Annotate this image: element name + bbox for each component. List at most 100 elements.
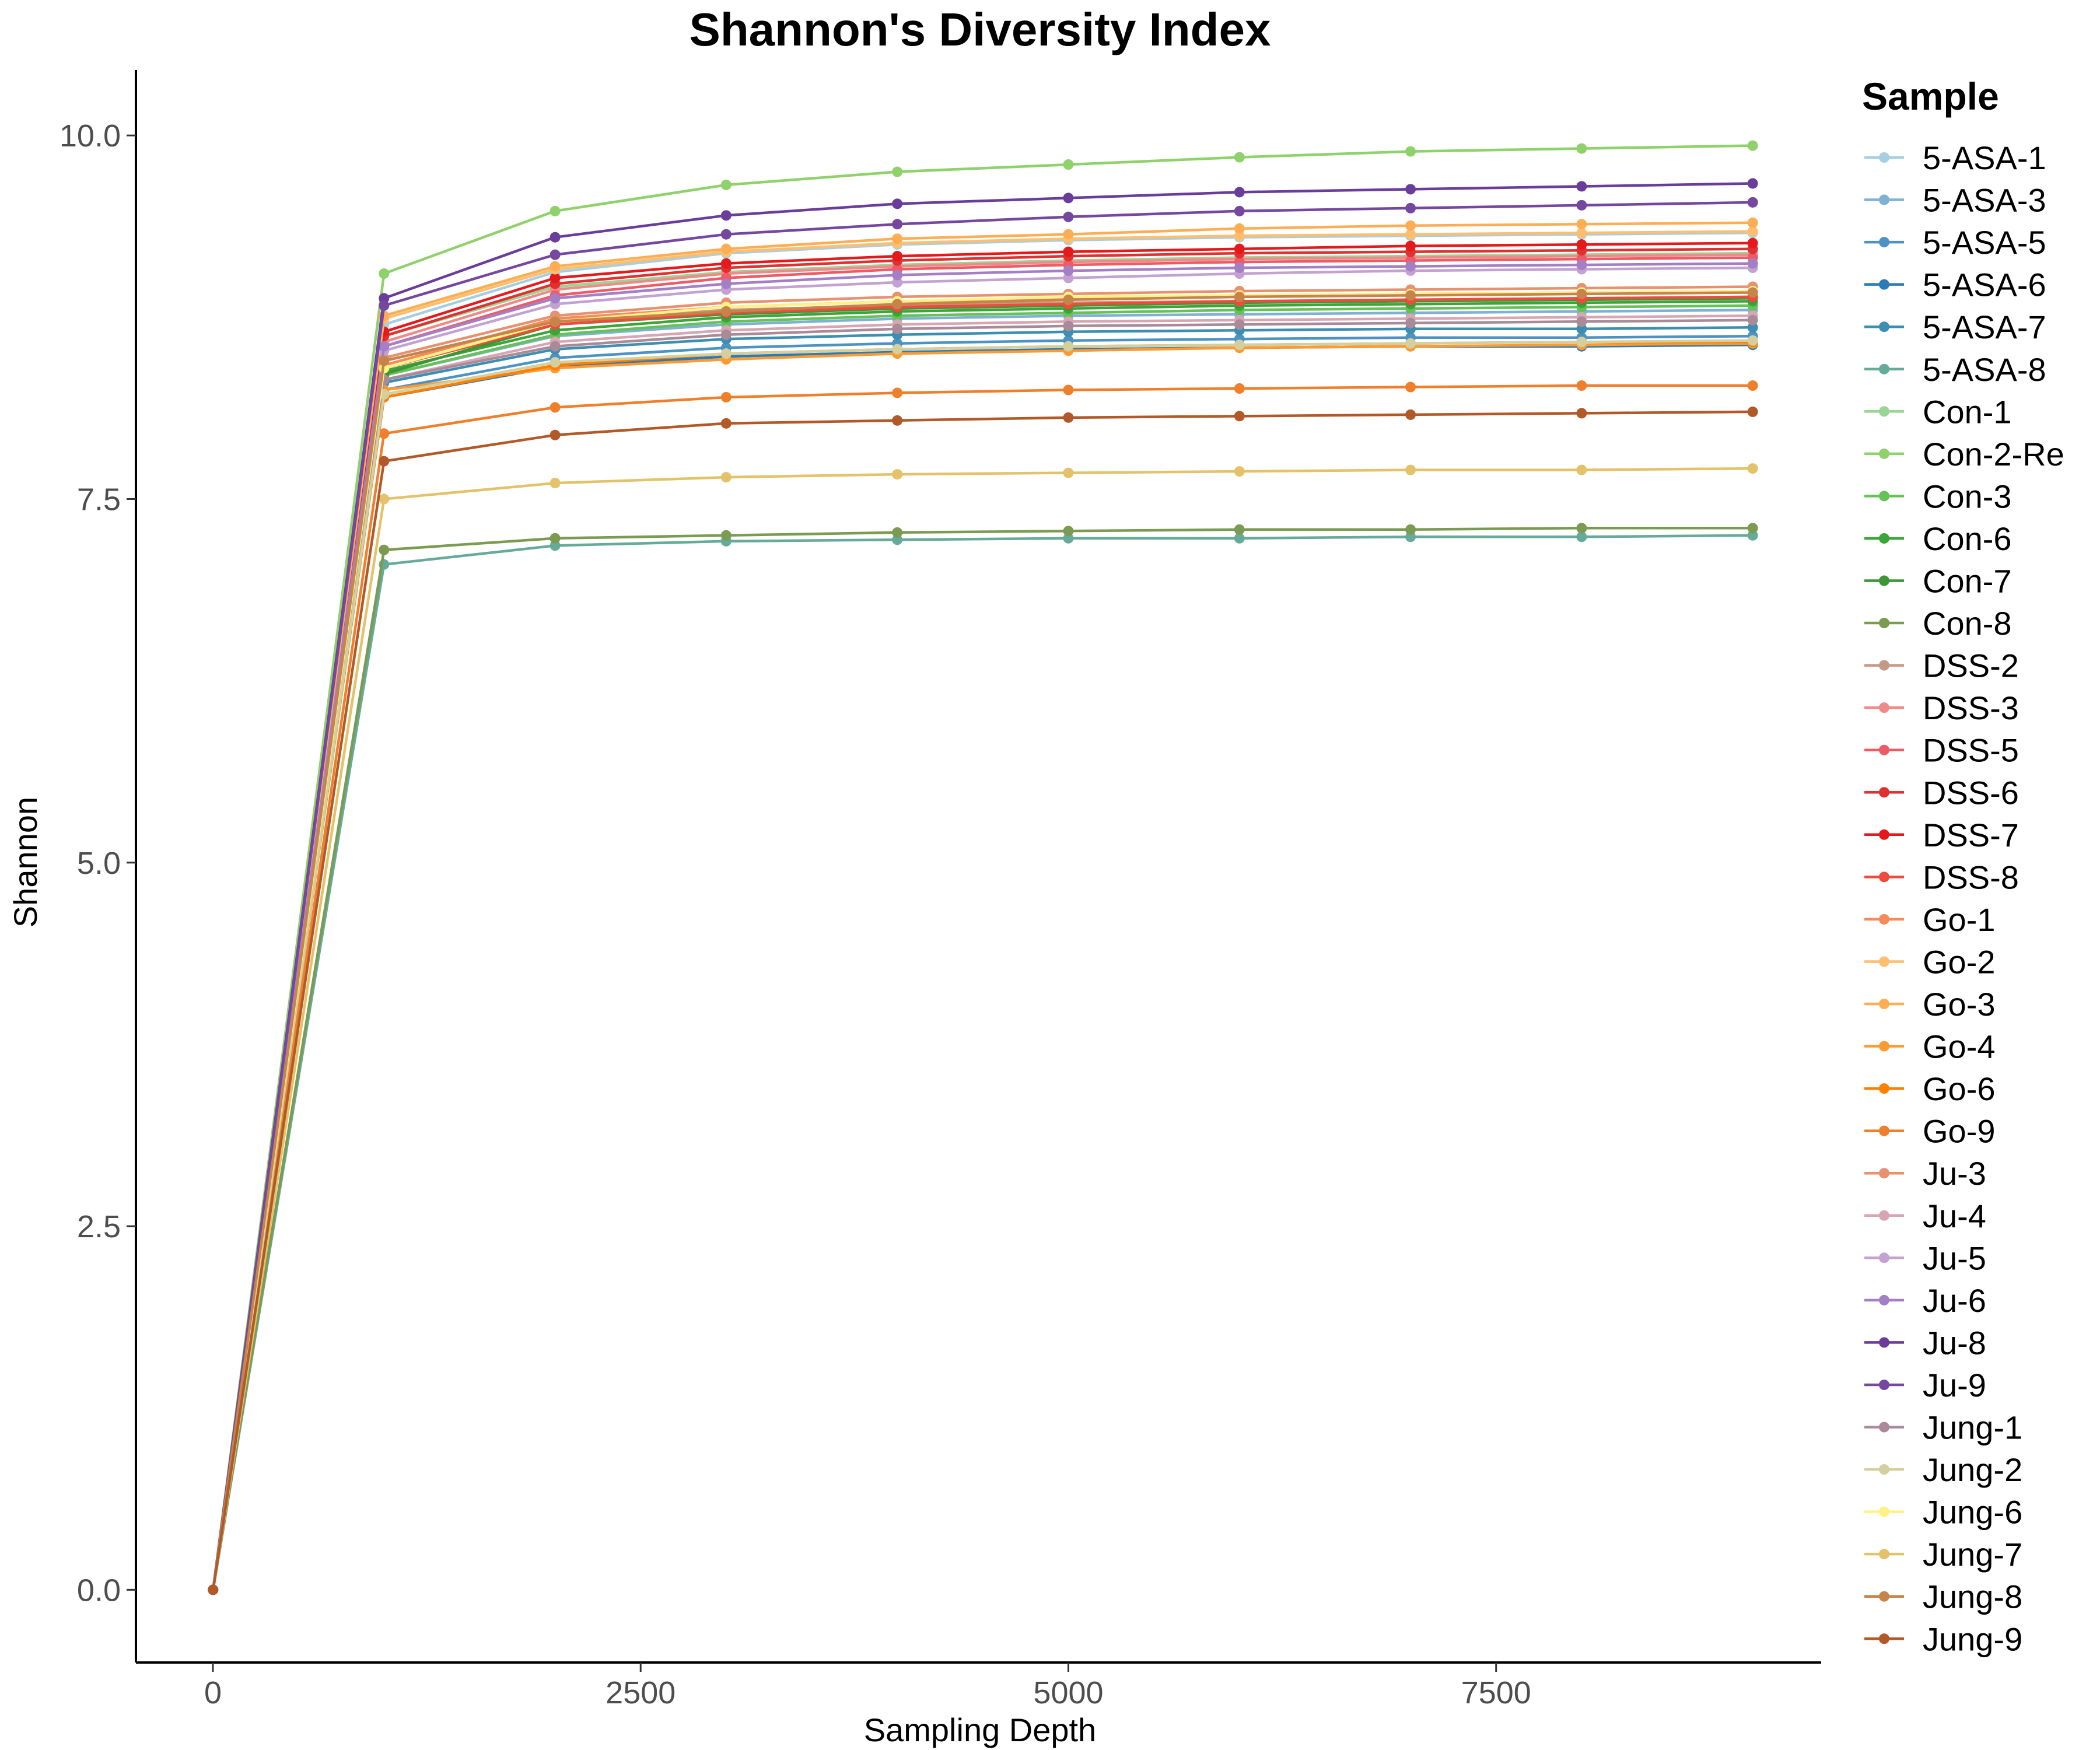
data-point — [1747, 226, 1758, 237]
legend-key-point — [1879, 575, 1889, 586]
legend-label: Jung-2 — [1923, 1451, 2022, 1488]
legend-item: 5-ASA-6 — [1864, 267, 2046, 303]
legend-item: DSS-7 — [1864, 817, 2019, 853]
data-point — [1747, 237, 1758, 249]
series-line — [212, 289, 1753, 1590]
series-line — [212, 410, 1753, 1590]
data-point — [550, 205, 561, 216]
data-point — [892, 270, 903, 281]
legend-label: Con-1 — [1923, 393, 2012, 430]
data-point — [550, 261, 561, 272]
data-point — [1747, 314, 1758, 326]
legend-item: Go-3 — [1864, 986, 1996, 1023]
series-line — [212, 318, 1753, 1590]
legend-key-point — [1879, 744, 1889, 755]
data-point — [892, 323, 903, 334]
legend-label: Ju-8 — [1923, 1324, 1986, 1361]
series-line — [212, 231, 1753, 1590]
data-point — [1063, 294, 1074, 305]
y-tick-label: 7.5 — [77, 482, 121, 517]
data-point — [1576, 337, 1587, 348]
legend-label: DSS-8 — [1923, 859, 2019, 895]
data-point — [379, 300, 390, 311]
data-point — [550, 402, 561, 413]
series-line — [212, 304, 1753, 1590]
series-line — [212, 253, 1753, 1590]
legend-label: Go-4 — [1923, 1028, 1996, 1065]
series-line — [212, 285, 1753, 1590]
series-line — [212, 266, 1753, 1590]
legend-label: 5-ASA-5 — [1923, 224, 2046, 261]
legend-item: Con-1 — [1864, 393, 2012, 430]
legend-label: DSS-7 — [1923, 817, 2019, 853]
series-line — [212, 300, 1753, 1590]
data-point — [1063, 211, 1074, 222]
data-point — [1576, 200, 1587, 211]
series-line — [212, 295, 1753, 1590]
legend-key-point — [1879, 1464, 1889, 1475]
legend-label: Con-3 — [1923, 478, 2012, 514]
data-point — [1063, 412, 1074, 423]
data-point — [1405, 524, 1416, 535]
data-point — [1405, 184, 1416, 195]
series-line — [212, 467, 1753, 1590]
data-point — [1063, 229, 1074, 240]
legend-key-point — [1879, 448, 1889, 459]
data-point — [550, 533, 561, 544]
data-point — [550, 478, 561, 489]
legend-label: DSS-2 — [1923, 648, 2019, 684]
series-line — [212, 242, 1753, 1590]
legend-item: Jung-6 — [1864, 1494, 2022, 1531]
legend-key-point — [1879, 702, 1889, 713]
series-Go-9 — [208, 380, 1758, 1595]
legend-label: Ju-4 — [1923, 1198, 1986, 1234]
data-point — [550, 316, 561, 327]
data-point — [720, 179, 732, 190]
legend-key-point — [1879, 1125, 1889, 1136]
series-line — [212, 221, 1753, 1590]
data-point — [1234, 223, 1245, 234]
legend-key-point — [1879, 1210, 1889, 1221]
legend-item: 5-ASA-7 — [1864, 309, 2046, 345]
legend-key-point — [1879, 1168, 1889, 1179]
data-point — [208, 1584, 219, 1595]
legend-item: Go-1 — [1864, 901, 1996, 938]
series-Go-3 — [208, 217, 1758, 1595]
data-point — [550, 540, 561, 551]
data-point — [550, 357, 561, 368]
data-point — [1747, 217, 1758, 228]
series-Ju-9 — [208, 197, 1758, 1595]
data-point — [1405, 229, 1416, 240]
data-point — [892, 233, 903, 244]
legend-item: 5-ASA-8 — [1864, 351, 2046, 388]
legend-label: 5-ASA-3 — [1923, 182, 2046, 219]
legend-label: Ju-6 — [1923, 1282, 1986, 1319]
data-point — [1234, 230, 1245, 242]
data-point — [892, 166, 903, 177]
data-point — [1576, 239, 1587, 250]
legend-key-point — [1879, 237, 1889, 248]
data-point — [720, 229, 732, 240]
legend-label: Con-2-Re — [1923, 436, 2064, 473]
data-point — [1234, 533, 1245, 544]
data-point — [1747, 178, 1758, 189]
data-point — [892, 277, 903, 288]
data-point — [550, 341, 561, 352]
legend-key-point — [1879, 152, 1889, 163]
legend-item: Ju-3 — [1864, 1155, 1986, 1192]
data-point — [720, 472, 732, 483]
data-point — [1747, 523, 1758, 534]
y-tick-label: 0.0 — [77, 1573, 121, 1608]
legend-label: Con-7 — [1923, 563, 2012, 600]
series-Jung-9 — [208, 406, 1758, 1595]
data-point — [1234, 187, 1245, 198]
legend-key-point — [1879, 999, 1889, 1009]
legend-item: Con-2-Re — [1864, 436, 2064, 473]
series-Con-2-Re — [208, 140, 1758, 1595]
legend-title: Sample — [1862, 75, 1999, 118]
chart-title: Shannon's Diversity Index — [689, 4, 1270, 55]
legend-item: Jung-2 — [1864, 1451, 2022, 1488]
data-point — [1576, 260, 1587, 271]
data-point — [1576, 464, 1587, 475]
